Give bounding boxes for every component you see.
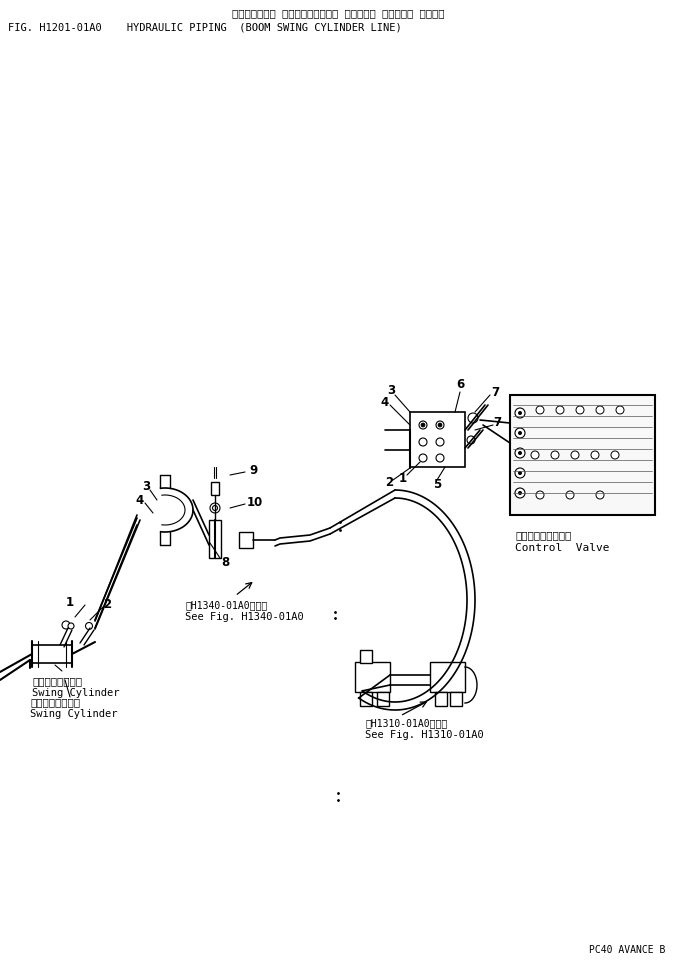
- FancyBboxPatch shape: [430, 662, 465, 692]
- FancyBboxPatch shape: [211, 482, 219, 495]
- Text: 1: 1: [66, 595, 74, 609]
- Text: 第H1340-01A0図参照: 第H1340-01A0図参照: [185, 600, 267, 610]
- Text: スイングシリンダ: スイングシリンダ: [30, 697, 80, 707]
- Circle shape: [591, 451, 599, 459]
- Circle shape: [536, 406, 544, 414]
- Text: 8: 8: [221, 556, 229, 568]
- Circle shape: [576, 406, 584, 414]
- Circle shape: [212, 506, 218, 511]
- Text: See Fig. H1310-01A0: See Fig. H1310-01A0: [365, 730, 484, 740]
- Text: 3: 3: [142, 479, 150, 492]
- Circle shape: [419, 454, 427, 462]
- Circle shape: [210, 503, 220, 513]
- Circle shape: [518, 431, 522, 435]
- Text: ハイドロリック パイピング（ブーム スイングー シリンダー ライン）: ハイドロリック パイピング（ブーム スイングー シリンダー ライン）: [232, 8, 444, 18]
- Text: 1: 1: [399, 471, 407, 485]
- Text: 9: 9: [249, 464, 257, 476]
- Circle shape: [85, 622, 93, 630]
- Text: Swing Cylinder: Swing Cylinder: [32, 688, 120, 698]
- Text: 3: 3: [387, 383, 395, 396]
- Circle shape: [596, 491, 604, 499]
- Circle shape: [436, 454, 444, 462]
- Circle shape: [515, 448, 525, 458]
- Text: スイングシリンダ: スイングシリンダ: [32, 676, 82, 686]
- Circle shape: [62, 621, 70, 629]
- Circle shape: [571, 451, 579, 459]
- Circle shape: [438, 423, 442, 427]
- Text: See Fig. H1340-01A0: See Fig. H1340-01A0: [185, 612, 304, 622]
- Text: 4: 4: [381, 396, 389, 409]
- Text: 2: 2: [385, 475, 393, 489]
- Circle shape: [518, 451, 522, 455]
- Text: コントロールバルブ: コントロールバルブ: [515, 530, 571, 540]
- Circle shape: [536, 491, 544, 499]
- Circle shape: [531, 451, 539, 459]
- FancyBboxPatch shape: [360, 692, 372, 706]
- Text: 6: 6: [456, 378, 464, 392]
- Circle shape: [421, 423, 425, 427]
- Circle shape: [551, 451, 559, 459]
- FancyBboxPatch shape: [209, 520, 221, 558]
- Text: 4: 4: [136, 493, 144, 507]
- Circle shape: [518, 471, 522, 475]
- FancyBboxPatch shape: [435, 692, 447, 706]
- Circle shape: [515, 428, 525, 438]
- FancyBboxPatch shape: [377, 692, 389, 706]
- FancyBboxPatch shape: [450, 692, 462, 706]
- Circle shape: [616, 406, 624, 414]
- FancyBboxPatch shape: [239, 532, 253, 548]
- Circle shape: [419, 438, 427, 446]
- Text: 第H1310-01A0図参照: 第H1310-01A0図参照: [365, 718, 448, 728]
- FancyBboxPatch shape: [360, 650, 372, 663]
- FancyBboxPatch shape: [355, 662, 390, 692]
- Circle shape: [596, 406, 604, 414]
- Circle shape: [467, 436, 475, 444]
- Circle shape: [515, 488, 525, 498]
- Circle shape: [515, 468, 525, 478]
- Circle shape: [436, 421, 444, 429]
- Text: Control  Valve: Control Valve: [515, 543, 610, 553]
- Circle shape: [419, 421, 427, 429]
- Text: 5: 5: [433, 478, 441, 492]
- Text: PC40 AVANCE B: PC40 AVANCE B: [589, 945, 665, 955]
- Circle shape: [515, 408, 525, 418]
- Text: 10: 10: [247, 495, 263, 509]
- Circle shape: [556, 406, 564, 414]
- Text: Swing Cylinder: Swing Cylinder: [30, 709, 118, 719]
- Circle shape: [68, 623, 74, 629]
- Circle shape: [611, 451, 619, 459]
- Text: 7: 7: [491, 386, 499, 398]
- Circle shape: [436, 438, 444, 446]
- FancyBboxPatch shape: [410, 412, 465, 467]
- Text: 7: 7: [493, 417, 501, 429]
- FancyBboxPatch shape: [32, 645, 72, 663]
- Circle shape: [468, 413, 478, 423]
- Circle shape: [518, 411, 522, 415]
- Text: FIG. H1201-01A0    HYDRAULIC PIPING  (BOOM SWING CYLINDER LINE): FIG. H1201-01A0 HYDRAULIC PIPING (BOOM S…: [8, 23, 402, 33]
- Circle shape: [566, 491, 574, 499]
- Circle shape: [518, 491, 522, 495]
- Text: 2: 2: [103, 597, 111, 611]
- FancyBboxPatch shape: [510, 395, 655, 515]
